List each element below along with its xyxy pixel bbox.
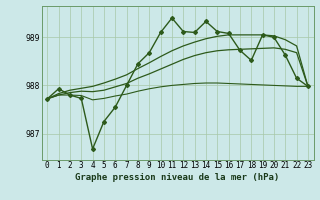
X-axis label: Graphe pression niveau de la mer (hPa): Graphe pression niveau de la mer (hPa): [76, 173, 280, 182]
